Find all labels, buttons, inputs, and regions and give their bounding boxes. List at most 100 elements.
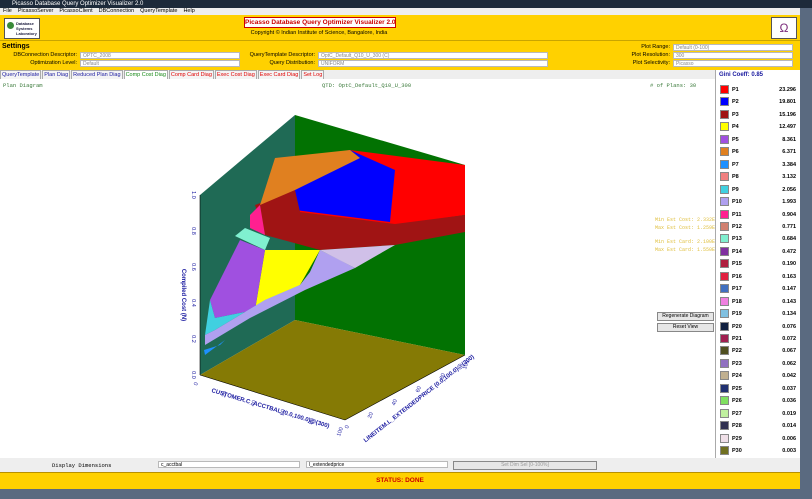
plan-name: P20 bbox=[732, 323, 742, 330]
plan-swatch bbox=[720, 346, 729, 356]
plan-value: 2.056 bbox=[782, 186, 796, 193]
setting-select[interactable]: Picasso bbox=[673, 60, 793, 67]
surface-p13 bbox=[235, 228, 270, 250]
y-tick-label: 60 bbox=[415, 386, 423, 394]
plan-swatch bbox=[720, 259, 729, 269]
plan-name: P25 bbox=[732, 385, 742, 392]
dimension-2-select[interactable]: l_extendedprice bbox=[306, 461, 448, 468]
plan-value: 0.019 bbox=[782, 410, 796, 417]
z-tick-label: 0.4 bbox=[190, 299, 196, 307]
plan-swatch bbox=[720, 109, 729, 119]
plan-swatch bbox=[720, 246, 729, 256]
plan-count: # of Plans: 30 bbox=[650, 82, 697, 89]
y-tick-label: 80 bbox=[439, 373, 447, 381]
setting-select[interactable]: OptC_Default_Q10_U_300 (C) bbox=[318, 52, 548, 59]
cost-stat: Max Est Cost: 1.259E6 bbox=[655, 224, 719, 231]
y-axis bbox=[344, 354, 466, 421]
y-tick-label: 100 bbox=[462, 360, 471, 371]
plan-swatch bbox=[720, 147, 729, 157]
menu-item[interactable]: File bbox=[3, 8, 12, 14]
view-button[interactable]: Reset View bbox=[657, 323, 714, 332]
z-tick-label: 0.0 bbox=[190, 371, 196, 379]
setting-label: Optimization Level: bbox=[30, 60, 77, 66]
plan-value: 3.384 bbox=[782, 161, 796, 168]
plan-value: 23.296 bbox=[779, 87, 796, 93]
plan-name: P18 bbox=[732, 298, 742, 305]
plan-swatch bbox=[720, 309, 729, 319]
plan-name: P6 bbox=[732, 149, 739, 156]
plan-value: 19.801 bbox=[779, 99, 796, 106]
plan-value: 12.497 bbox=[779, 124, 796, 131]
plan-name: P17 bbox=[732, 286, 742, 293]
setting-label: Plot Range: bbox=[641, 44, 670, 50]
plan-name: P29 bbox=[732, 435, 742, 442]
dimension-1-select[interactable]: c_acctbal bbox=[158, 461, 300, 468]
surface-p11 bbox=[250, 205, 265, 235]
plan-swatch bbox=[720, 85, 729, 94]
plan-value: 0.014 bbox=[782, 423, 796, 430]
plan-value: 6.371 bbox=[782, 149, 796, 156]
plan-swatch bbox=[720, 296, 729, 306]
z-tick-label: 0.2 bbox=[190, 335, 196, 343]
setting-select[interactable]: OPTC_2008 bbox=[80, 52, 240, 59]
menu-item[interactable]: PicassoServer bbox=[17, 8, 54, 14]
plan-value: 0.037 bbox=[782, 385, 796, 392]
setting-select[interactable]: 300 bbox=[673, 52, 793, 59]
floor bbox=[200, 320, 465, 420]
plan-name: P21 bbox=[732, 336, 742, 342]
display-dimensions: Display Dimensions bbox=[52, 462, 112, 469]
plan-value: 0.042 bbox=[782, 373, 796, 380]
plan-name: P28 bbox=[732, 423, 742, 430]
plan-name: P2 bbox=[732, 99, 739, 106]
tab-bar: QueryTemplate Plan Diag Reduced Plan Diag C… bbox=[0, 70, 715, 80]
x-tick-label: 80 bbox=[308, 418, 316, 426]
setting-label: Plot Selectivity: bbox=[632, 60, 670, 66]
setting-label: DBConnection Descriptor: bbox=[13, 52, 77, 58]
diagram-panel: Plan Diagram QTD: OptC_Default_Q10_U_300… bbox=[0, 79, 719, 458]
plan-swatch bbox=[720, 209, 729, 219]
set-dim-button[interactable]: Set Dim Sel [0-100%] bbox=[453, 461, 597, 470]
plan-name: P30 bbox=[732, 448, 742, 455]
plan-value: 0.143 bbox=[782, 298, 796, 305]
plan-name: P8 bbox=[732, 174, 739, 181]
view-buttons: Regenerate Diagram Reset View bbox=[657, 312, 714, 334]
plan-value: 0.684 bbox=[782, 236, 796, 243]
plan-name: P1 bbox=[732, 87, 739, 93]
plan-value: 0.472 bbox=[782, 248, 796, 255]
gini-coefficient: Gini Coeff: 0.85 bbox=[719, 72, 764, 78]
plan-swatch bbox=[720, 408, 729, 418]
plan-value: 15.196 bbox=[779, 111, 796, 118]
plan-name: P19 bbox=[732, 311, 742, 318]
setting-select[interactable]: UNIFORM bbox=[318, 60, 548, 67]
plan-value: 0.076 bbox=[782, 323, 796, 330]
plan-name: P23 bbox=[732, 360, 742, 367]
diagram-name: Plan Diagram bbox=[3, 82, 43, 89]
plan-swatch bbox=[720, 172, 729, 182]
x-tick-label: 100 bbox=[336, 427, 345, 438]
setting-select[interactable]: Default (0-100) bbox=[673, 44, 793, 51]
plot-3d: Compiled Cost (N) CUSTOMER.C_ACCTBAL (0.… bbox=[180, 115, 476, 444]
menu-item[interactable]: DBConnection bbox=[98, 8, 135, 14]
plan-swatch bbox=[720, 383, 729, 393]
plan-name: P7 bbox=[732, 161, 739, 168]
plan-swatch bbox=[720, 159, 729, 169]
window-title: Picasso Database Query Optimizer Visuali… bbox=[12, 1, 144, 7]
plan-name: P27 bbox=[732, 410, 742, 417]
plan-name: P3 bbox=[732, 111, 739, 118]
surface-p5 bbox=[210, 240, 265, 318]
menu-item[interactable]: Help bbox=[183, 8, 195, 14]
plan-value: 0.003 bbox=[782, 448, 796, 455]
menu-item[interactable]: QueryTemplate bbox=[140, 8, 178, 14]
plan-value: 0.072 bbox=[782, 336, 796, 342]
plan-value: 1.993 bbox=[782, 199, 796, 206]
menu-item[interactable]: PicassoClient bbox=[59, 8, 93, 14]
view-button[interactable]: Regenerate Diagram bbox=[657, 312, 714, 321]
settings-heading: Settings bbox=[2, 43, 30, 50]
plan-swatch bbox=[720, 334, 729, 343]
plan-value: 0.036 bbox=[782, 398, 796, 405]
dimension-bar: Display Dimensions c_acctbal l_extendedp… bbox=[0, 458, 800, 472]
plan-value: 0.771 bbox=[782, 223, 796, 230]
plan-value: 0.067 bbox=[782, 348, 796, 355]
setting-select[interactable]: Default bbox=[80, 60, 240, 67]
